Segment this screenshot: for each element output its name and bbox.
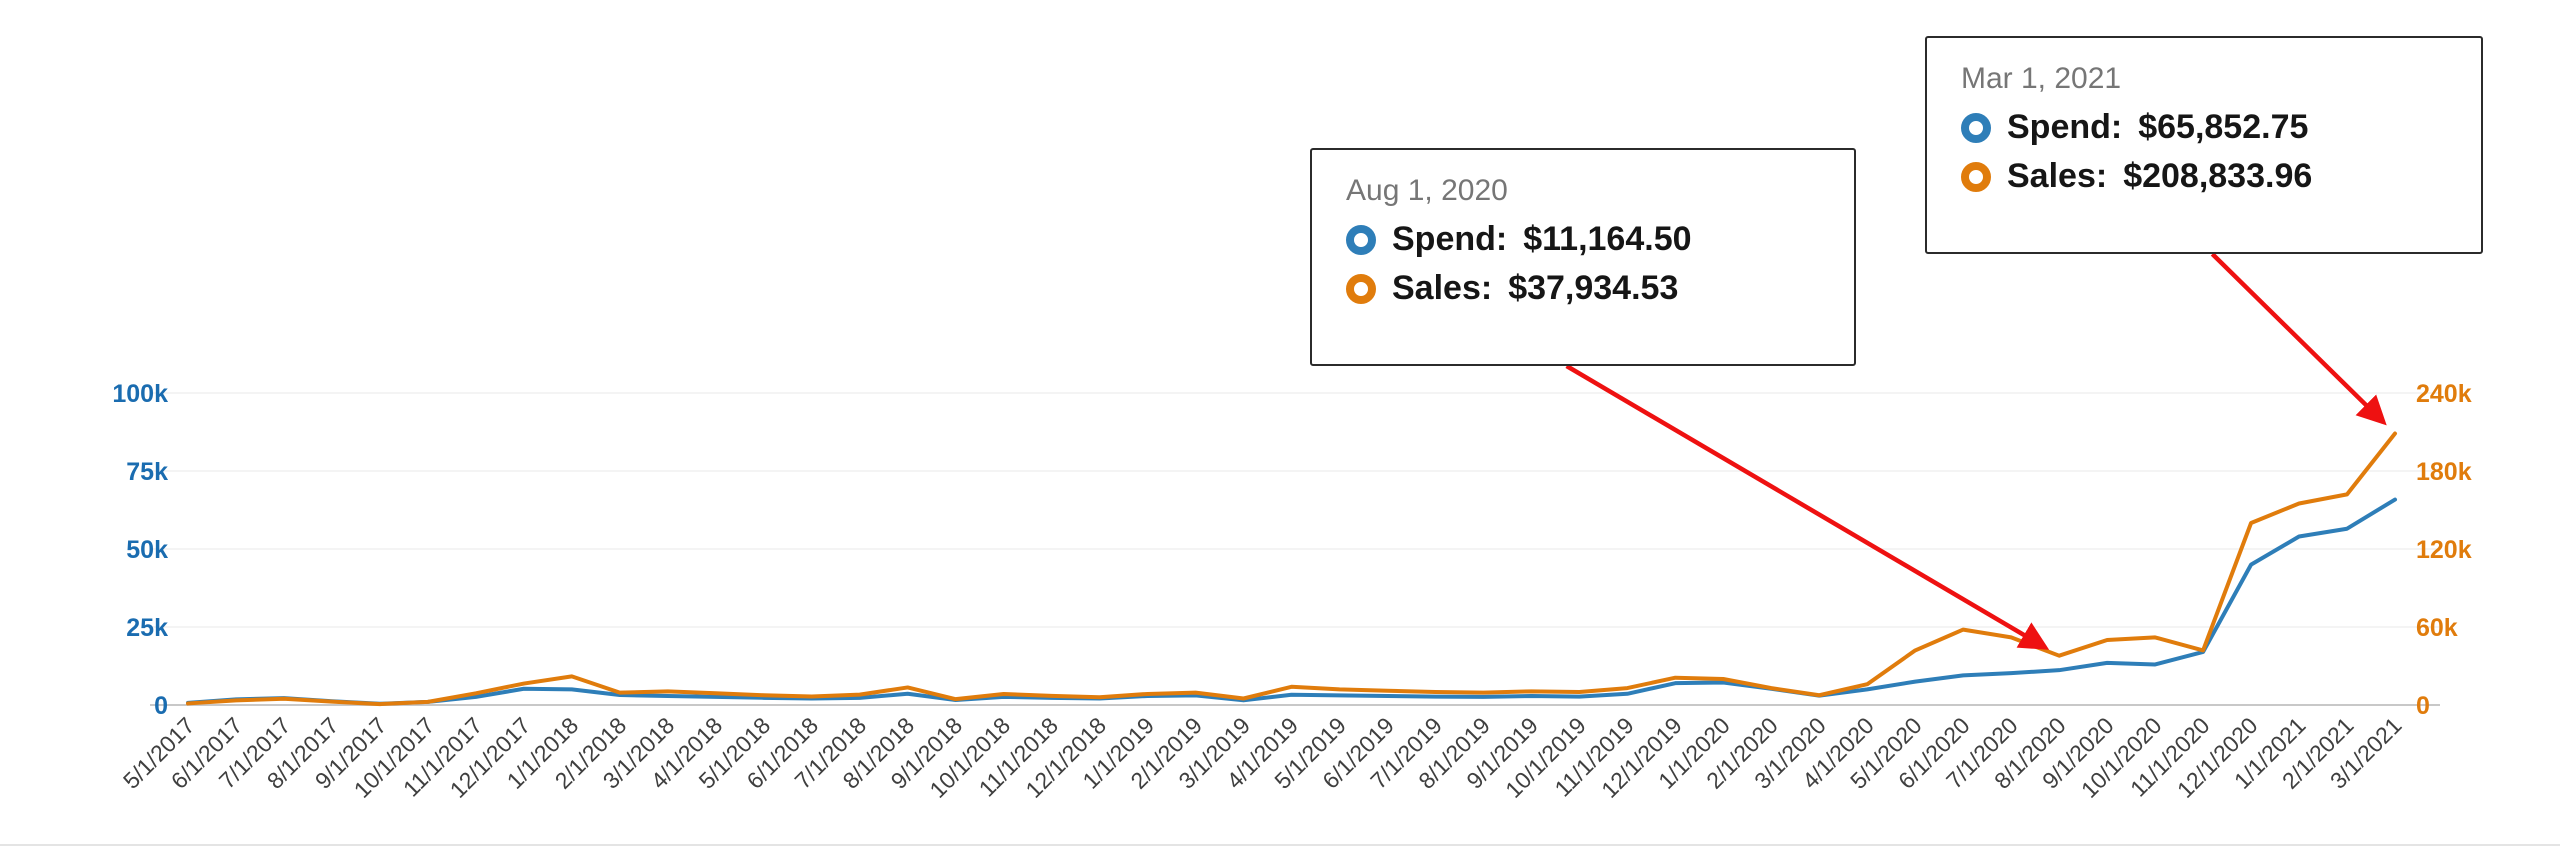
- tooltip-spend-row: Spend: $65,852.75: [1961, 108, 2447, 147]
- tooltip-mar-1-2021: Mar 1, 2021 Spend: $65,852.75 Sales: $20…: [1925, 36, 2483, 254]
- tooltip-sales-row: Sales: $37,934.53: [1346, 269, 1820, 308]
- left-axis-tick-label: 75k: [126, 458, 168, 486]
- spend-value: $11,164.50: [1523, 220, 1692, 258]
- right-axis-tick-label: 240k: [2416, 380, 2472, 408]
- sales-value: $208,833.96: [2123, 157, 2313, 195]
- tooltip-date: Mar 1, 2021: [1961, 62, 2122, 95]
- annotation-arrow: [2210, 252, 2387, 426]
- tooltip-aug-1-2020: Aug 1, 2020 Spend: $11,164.50 Sales: $37…: [1310, 148, 1856, 366]
- spend-line[interactable]: [186, 497, 2397, 706]
- sales-label: Sales:: [1392, 269, 1493, 307]
- spend-marker-icon: [1346, 224, 1376, 255]
- spend-value: $65,852.75: [2138, 108, 2309, 146]
- spend-marker-icon: [1961, 112, 1991, 143]
- spend-label: Spend:: [2007, 108, 2123, 146]
- sales-value: $37,934.53: [1508, 269, 1679, 307]
- spend-label: Spend:: [1392, 220, 1508, 258]
- tooltip-date: Aug 1, 2020: [1346, 174, 1508, 207]
- left-axis-tick-label: 0: [154, 692, 168, 720]
- left-axis-tick-label: 100k: [112, 380, 168, 408]
- sales-marker-icon: [1346, 273, 1376, 304]
- left-axis-tick-label: 50k: [126, 536, 168, 564]
- bottom-divider: [0, 844, 2560, 846]
- sales-marker-icon: [1961, 161, 1991, 192]
- tooltip-sales-row: Sales: $208,833.96: [1961, 157, 2447, 196]
- tooltip-spend-row: Spend: $11,164.50: [1346, 220, 1820, 259]
- right-axis-tick-label: 0: [2416, 692, 2430, 720]
- right-axis-tick-label: 120k: [2416, 536, 2472, 564]
- sales-label: Sales:: [2007, 157, 2108, 195]
- right-axis-tick-label: 60k: [2416, 614, 2458, 642]
- annotation-arrow: [1565, 364, 2050, 650]
- sales-line[interactable]: [186, 431, 2397, 707]
- right-axis-tick-label: 180k: [2416, 458, 2472, 486]
- left-axis-tick-label: 25k: [126, 614, 168, 642]
